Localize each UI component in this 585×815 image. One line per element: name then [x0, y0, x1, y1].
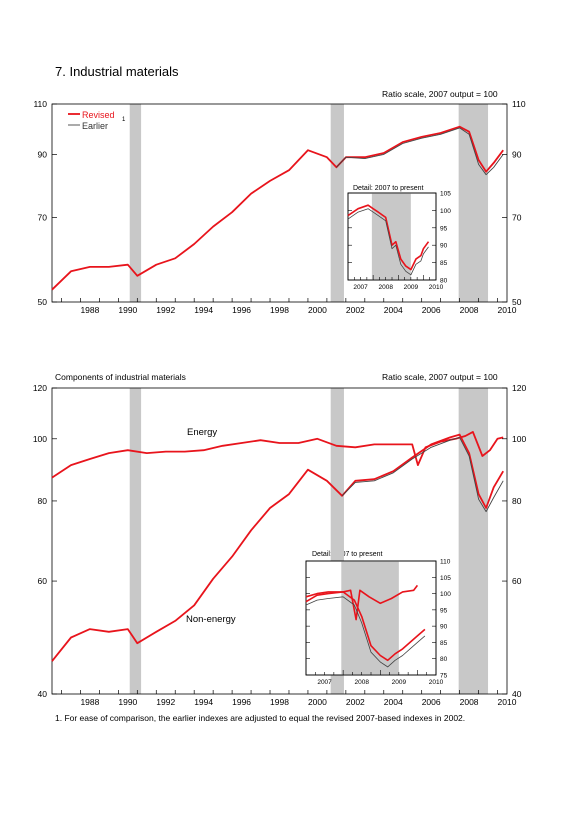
chart2-y-label-right-4: 120 — [512, 383, 526, 393]
chart1-x-label-4: 1996 — [232, 305, 251, 315]
chart2-inset-y-label-7: 110 — [440, 559, 451, 566]
chart1-y-label-right-1: 70 — [512, 213, 522, 223]
chart1-x-label-3: 1994 — [194, 305, 213, 315]
chart2-inset-y-label-0: 75 — [440, 673, 448, 680]
chart2-y-label-left-0: 40 — [38, 689, 48, 699]
energy-annotation: Energy — [187, 427, 218, 438]
chart2-x-label-6: 2000 — [308, 697, 327, 707]
chart1-inset-y-label-4: 100 — [440, 208, 451, 215]
chart2-inset-y-label-6: 105 — [440, 575, 451, 582]
chart2-inset-y-label-1: 80 — [440, 656, 448, 663]
legend-earlier-label: Earlier — [82, 121, 109, 131]
chart1-y-label-right-0: 50 — [512, 297, 522, 307]
chart1-inset-y-label-2: 90 — [440, 243, 448, 250]
chart2-inset-y-label-5: 100 — [440, 591, 451, 598]
chart2-inset-series-line-1 — [305, 591, 426, 662]
legend-revised-label: Revised — [82, 110, 115, 120]
chart1-x-label-6: 2000 — [308, 305, 327, 315]
non-energy-annotation: Non-energy — [186, 614, 236, 625]
chart1-inset-x-label-2: 2009 — [404, 284, 419, 291]
chart1-inset-y-label-1: 85 — [440, 260, 448, 267]
chart1-y-label-left-0: 50 — [38, 297, 48, 307]
chart2-inset-x-label-0: 2007 — [317, 679, 332, 686]
chart2-x-label-9: 2006 — [422, 697, 441, 707]
chart2-recession-band-2 — [458, 388, 489, 694]
chart2-scale-note: Ratio scale, 2007 output = 100 — [382, 372, 498, 382]
chart1-y-label-left-2: 90 — [38, 149, 48, 159]
chart2-y-label-right-3: 100 — [512, 434, 526, 444]
chart1-recession-band-2 — [458, 104, 489, 302]
chart2-inset-y-label-2: 85 — [440, 640, 448, 647]
chart2-y-label-right-2: 80 — [512, 496, 522, 506]
chart1-inset-x-label-3: 2010 — [429, 284, 444, 291]
page-title: 7. Industrial materials — [55, 64, 179, 79]
chart2-x-label-10: 2008 — [460, 697, 479, 707]
chart1-x-label-0: 1988 — [80, 305, 99, 315]
chart2-x-label-3: 1994 — [194, 697, 213, 707]
chart1-inset-title: Detail: 2007 to present — [353, 185, 424, 192]
chart2-x-label-4: 1996 — [232, 697, 251, 707]
chart2-x-label-5: 1998 — [270, 697, 289, 707]
chart2-recession-band-0 — [129, 388, 142, 694]
chart1-recession-band-0 — [129, 104, 142, 302]
chart1-x-label-9: 2006 — [422, 305, 441, 315]
chart2-x-label-11: 2010 — [498, 697, 517, 707]
chart2-series-line-1 — [51, 433, 504, 662]
chart2-title: Components of industrial materials — [55, 372, 186, 382]
chart2-inset-y-label-4: 95 — [440, 607, 448, 614]
chart2-inset-series-line-0 — [305, 584, 419, 621]
chart1-inset-recession-band — [371, 193, 411, 280]
chart2-y-label-right-0: 40 — [512, 689, 522, 699]
chart1-x-label-10: 2008 — [460, 305, 479, 315]
chart1-inset-series-line-1 — [347, 208, 429, 276]
chart2-y-label-left-4: 120 — [33, 383, 47, 393]
chart2-inset-title: Detail: 2007 to present — [312, 551, 383, 558]
chart2-series-line-2 — [341, 436, 504, 513]
chart2-inset-x-label-1: 2008 — [354, 679, 369, 686]
chart1-y-label-left-1: 70 — [38, 213, 48, 223]
chart1-inset-x-label-1: 2008 — [378, 284, 393, 291]
chart2-x-label-2: 1992 — [156, 697, 175, 707]
chart1-inset-y-label-3: 95 — [440, 225, 448, 232]
chart2-inset-y-label-3: 90 — [440, 624, 448, 631]
chart2-x-label-7: 2002 — [346, 697, 365, 707]
chart1-inset-series-line-0 — [347, 204, 430, 271]
chart2-y-label-right-1: 60 — [512, 576, 522, 586]
chart1-inset-x-label-0: 2007 — [353, 284, 368, 291]
chart1-y-label-right-2: 90 — [512, 149, 522, 159]
chart1-x-label-11: 2010 — [498, 305, 517, 315]
legend-earlier-footnote-mark: 1 — [122, 117, 126, 123]
chart1-inset-y-label-5: 105 — [440, 191, 451, 198]
chart2-inset-x-label-3: 2010 — [429, 679, 444, 686]
chart2-x-label-8: 2004 — [384, 697, 403, 707]
chart2-series-line-0 — [51, 430, 504, 479]
chart1-recession-band-1 — [330, 104, 344, 302]
footnote: 1. For ease of comparison, the earlier i… — [55, 713, 466, 723]
chart1-x-label-8: 2004 — [384, 305, 403, 315]
chart1-x-label-2: 1992 — [156, 305, 175, 315]
chart1-inset-y-label-0: 80 — [440, 278, 448, 285]
chart2-x-label-0: 1988 — [80, 697, 99, 707]
chart1-series-line-0 — [51, 125, 504, 291]
chart1-x-label-7: 2002 — [346, 305, 365, 315]
chart2-y-label-left-2: 80 — [38, 496, 48, 506]
chart2-x-label-1: 1990 — [118, 697, 137, 707]
chart1-y-label-right-3: 110 — [512, 99, 526, 109]
chart2-y-label-left-3: 100 — [33, 434, 47, 444]
chart2-y-label-left-1: 60 — [38, 576, 48, 586]
chart2-inset-x-label-2: 2009 — [392, 679, 407, 686]
chart1-x-label-1: 1990 — [118, 305, 137, 315]
chart2-plot-frame — [51, 387, 508, 695]
chart1-scale-note: Ratio scale, 2007 output = 100 — [382, 89, 498, 99]
chart2-inset-recession-band — [341, 561, 399, 675]
chart1-y-label-left-3: 110 — [33, 99, 47, 109]
chart2-inset-series-line-2 — [305, 596, 426, 668]
chart1-series-line-1 — [336, 127, 504, 176]
chart1-x-label-5: 1998 — [270, 305, 289, 315]
chart1-plot-frame — [51, 103, 508, 303]
